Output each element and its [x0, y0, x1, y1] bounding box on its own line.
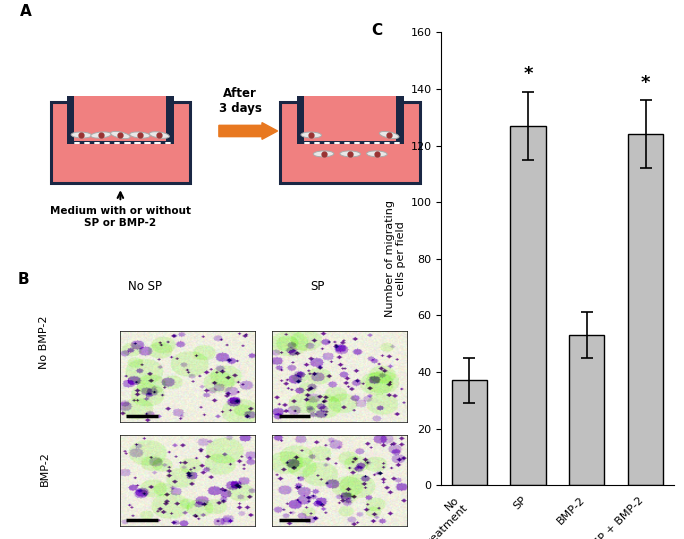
Ellipse shape — [149, 132, 170, 139]
Ellipse shape — [367, 151, 387, 157]
Ellipse shape — [91, 132, 111, 138]
Text: C: C — [371, 23, 382, 38]
Text: After
3 days: After 3 days — [219, 87, 262, 115]
Ellipse shape — [71, 132, 92, 138]
Text: A: A — [20, 4, 31, 19]
Y-axis label: Number of migrating
cells per field: Number of migrating cells per field — [384, 200, 406, 317]
Text: B: B — [18, 272, 29, 287]
Text: BMP-2: BMP-2 — [40, 452, 49, 486]
Text: *: * — [523, 65, 533, 83]
Bar — [297, 96, 304, 144]
Text: Medium with or without
SP or BMP-2: Medium with or without SP or BMP-2 — [50, 206, 191, 228]
Text: SP: SP — [310, 280, 325, 293]
Bar — [67, 96, 75, 144]
Bar — [569, 335, 605, 485]
Ellipse shape — [301, 132, 321, 138]
Bar — [304, 96, 396, 141]
Bar — [67, 141, 174, 144]
Ellipse shape — [111, 132, 130, 139]
Text: No SP: No SP — [128, 280, 162, 293]
Bar — [297, 141, 404, 144]
Bar — [510, 126, 546, 485]
Bar — [51, 102, 190, 183]
Bar — [451, 381, 487, 485]
Bar — [166, 96, 174, 144]
Text: No BMP-2: No BMP-2 — [40, 315, 49, 369]
Bar — [628, 134, 663, 485]
Ellipse shape — [130, 132, 150, 138]
Ellipse shape — [380, 132, 399, 139]
Ellipse shape — [313, 151, 334, 157]
Bar — [280, 102, 420, 183]
Bar — [396, 96, 404, 144]
FancyArrow shape — [219, 122, 278, 139]
Bar — [75, 96, 166, 141]
Ellipse shape — [340, 151, 360, 157]
Text: *: * — [641, 74, 650, 92]
